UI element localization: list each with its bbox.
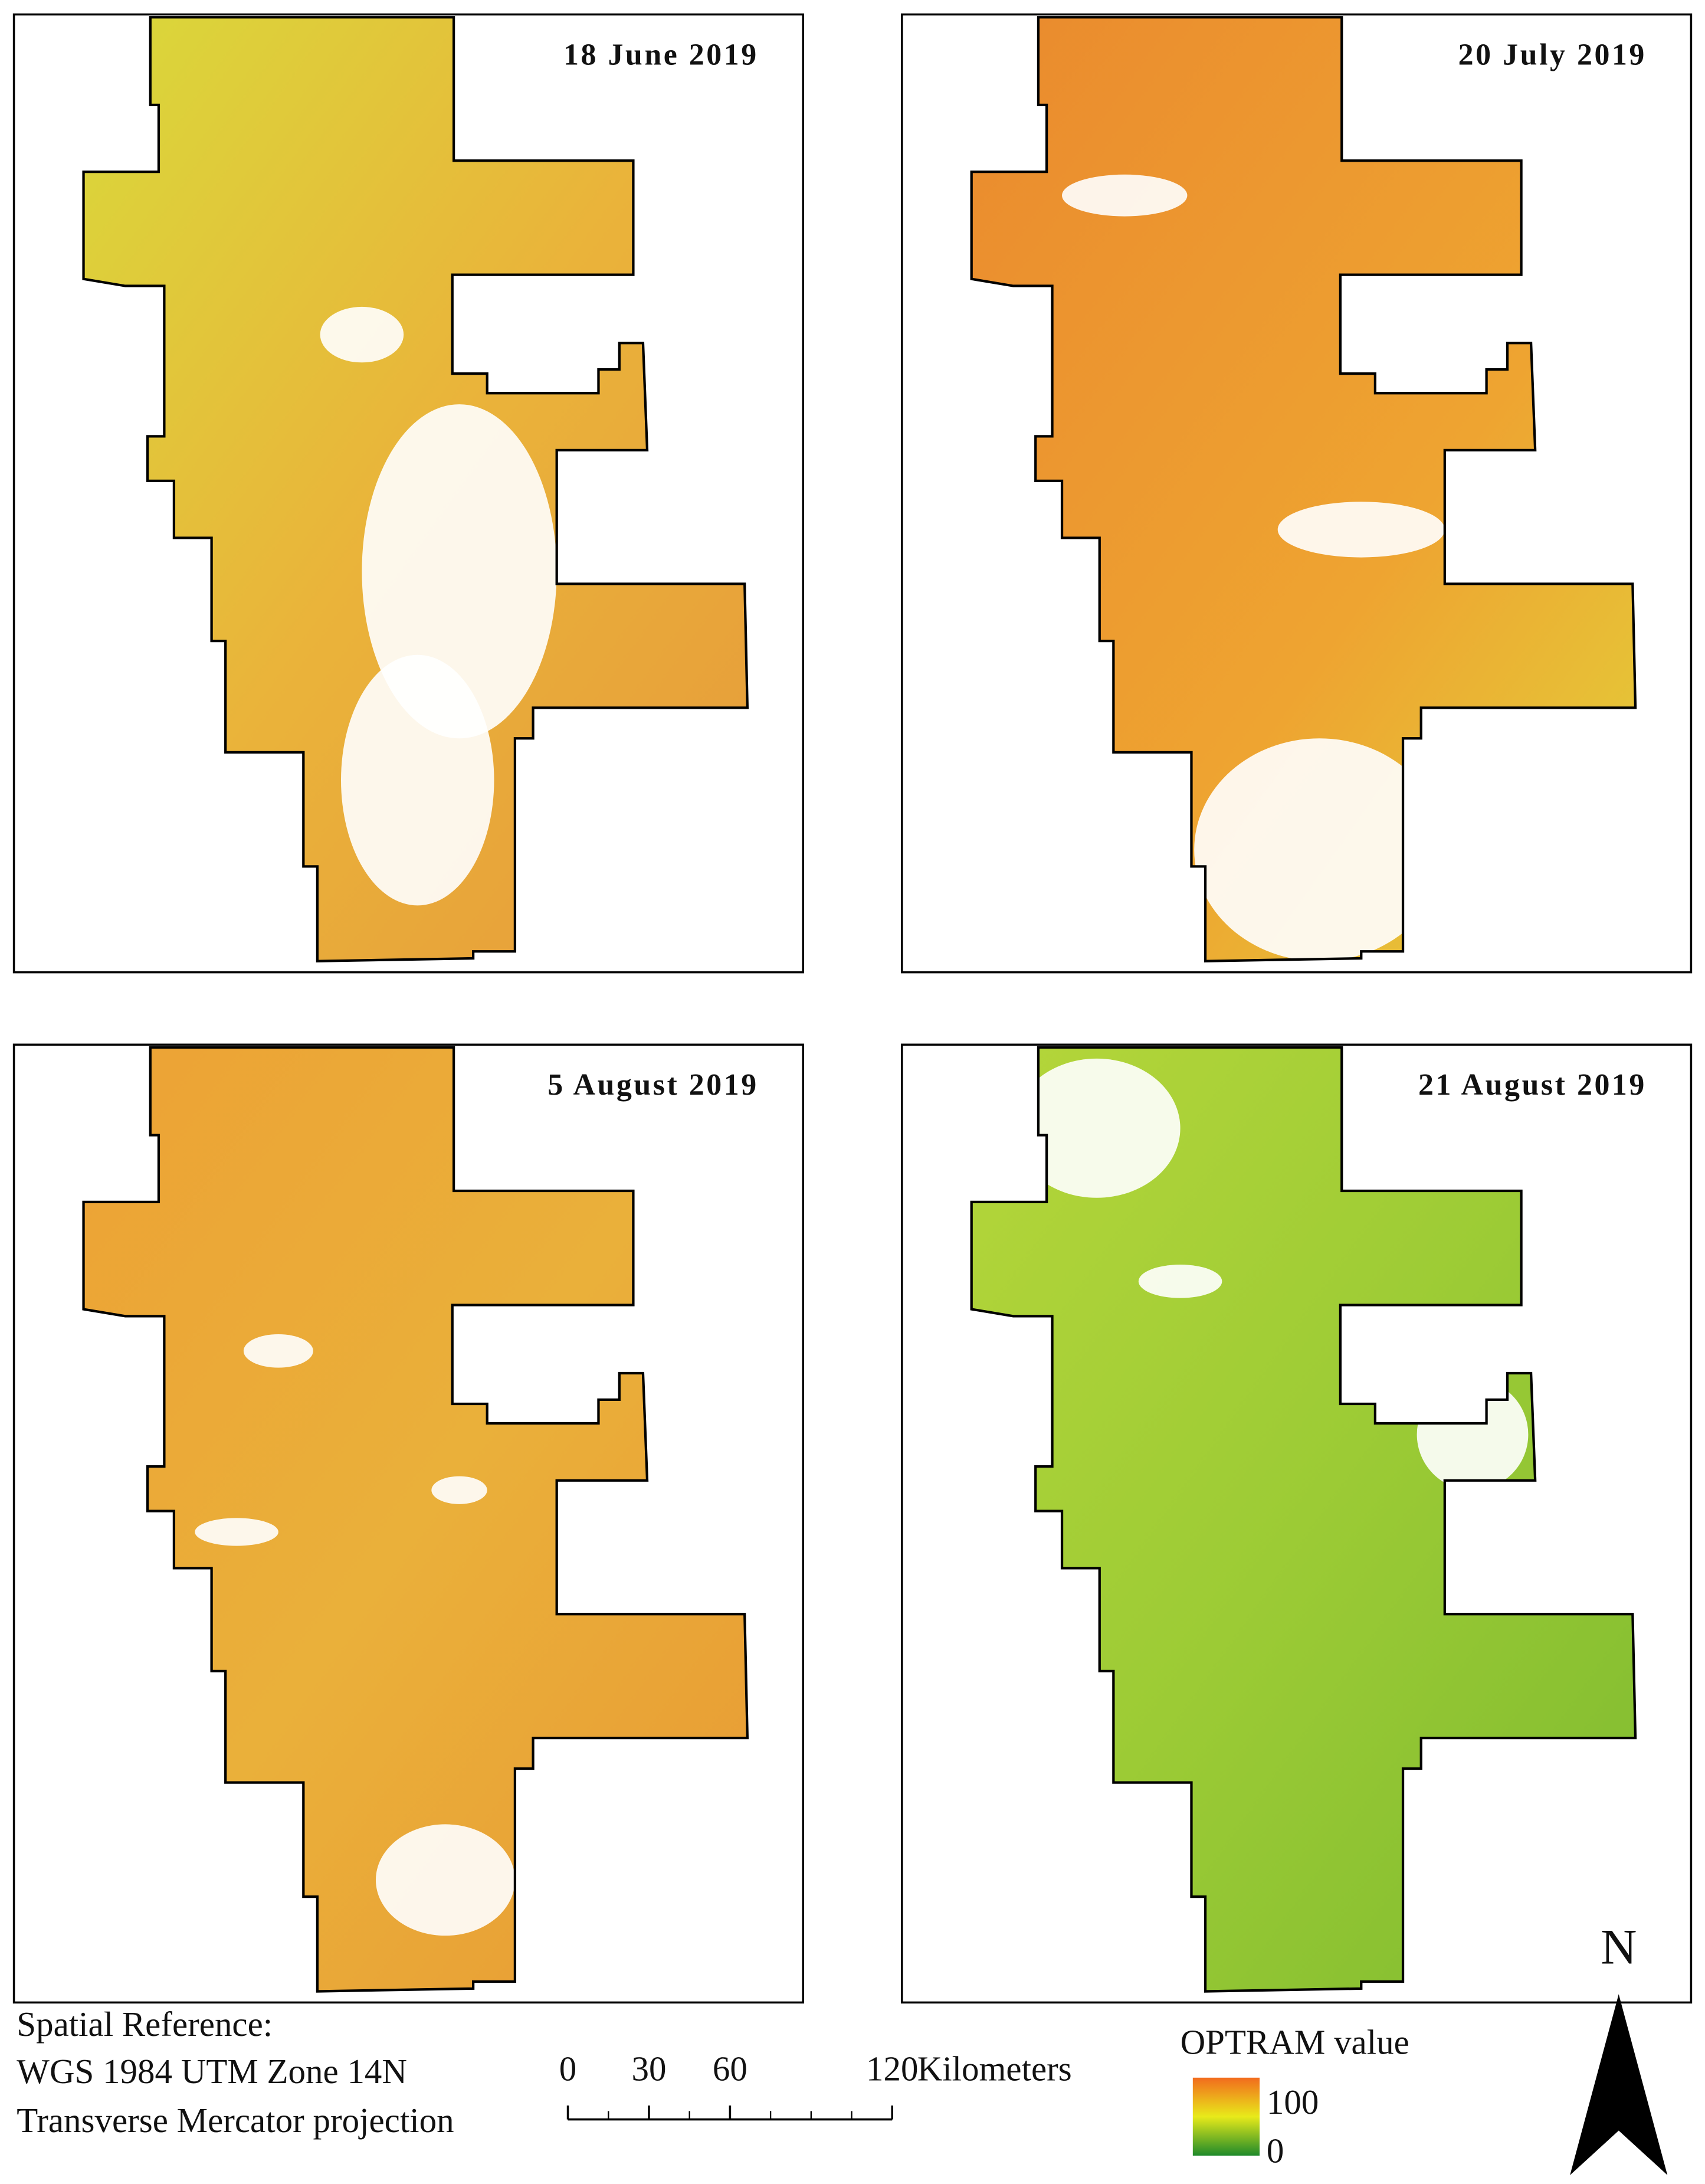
panel-title: 20 July 2019: [1458, 38, 1647, 71]
spatial-ref: WGS 1984 UTM Zone 14N: [17, 2052, 407, 2091]
scale-label: 120: [866, 2049, 918, 2088]
map-panel: 21 August 2019: [900, 1043, 1693, 2004]
cloud-gap: [1277, 502, 1445, 558]
legend-title: OPTRAM value: [1181, 2023, 1409, 2062]
panel-title: 18 June 2019: [563, 38, 759, 71]
cloud-gap: [1013, 1058, 1181, 1198]
cloud-gap: [243, 1334, 313, 1368]
cloud-gap: [320, 306, 404, 363]
cloud-gap: [341, 654, 494, 906]
scale-label: 30: [631, 2049, 666, 2088]
raster-fill: [83, 1047, 747, 1992]
spatial-ref: Transverse Mercator projection: [17, 2101, 454, 2140]
study-area-outline: [82, 16, 749, 962]
panel-title: 21 August 2019: [1418, 1068, 1647, 1102]
cloud-gap: [362, 404, 557, 739]
scale-unit: Kilometers: [917, 2049, 1072, 2088]
scale-label: 60: [713, 2049, 747, 2088]
study-area-outline: [970, 1046, 1637, 1993]
legend-ramp: [1192, 2077, 1260, 2156]
panel-title: 5 August 2019: [547, 1068, 758, 1102]
cloud-gap: [375, 1824, 515, 1936]
raster: [83, 17, 747, 961]
map-panel: 20 July 2019: [900, 13, 1693, 974]
cloud-gap: [431, 1476, 487, 1504]
study-area-outline: [82, 1046, 749, 1993]
cloud-gap: [1062, 174, 1188, 217]
cloud-gap: [1138, 1265, 1222, 1298]
study-area-outline: [970, 16, 1637, 962]
raster: [971, 17, 1636, 961]
raster-fill: [971, 17, 1636, 961]
north-arrow: [1570, 1994, 1668, 2175]
cloud-gap: [195, 1518, 278, 1546]
cloud-gap: [1194, 738, 1445, 961]
scale-label: 0: [559, 2049, 576, 2088]
map-panel: 18 June 2019: [12, 13, 805, 974]
legend-max: 100: [1267, 2083, 1319, 2121]
raster-fill: [971, 1047, 1636, 1992]
map-panel: 5 August 2019: [12, 1043, 805, 2004]
spatial-ref: Spatial Reference:: [17, 2005, 273, 2044]
legend-min: 0: [1267, 2131, 1284, 2170]
raster: [83, 1047, 747, 1992]
north-label: N: [1601, 1919, 1637, 1975]
